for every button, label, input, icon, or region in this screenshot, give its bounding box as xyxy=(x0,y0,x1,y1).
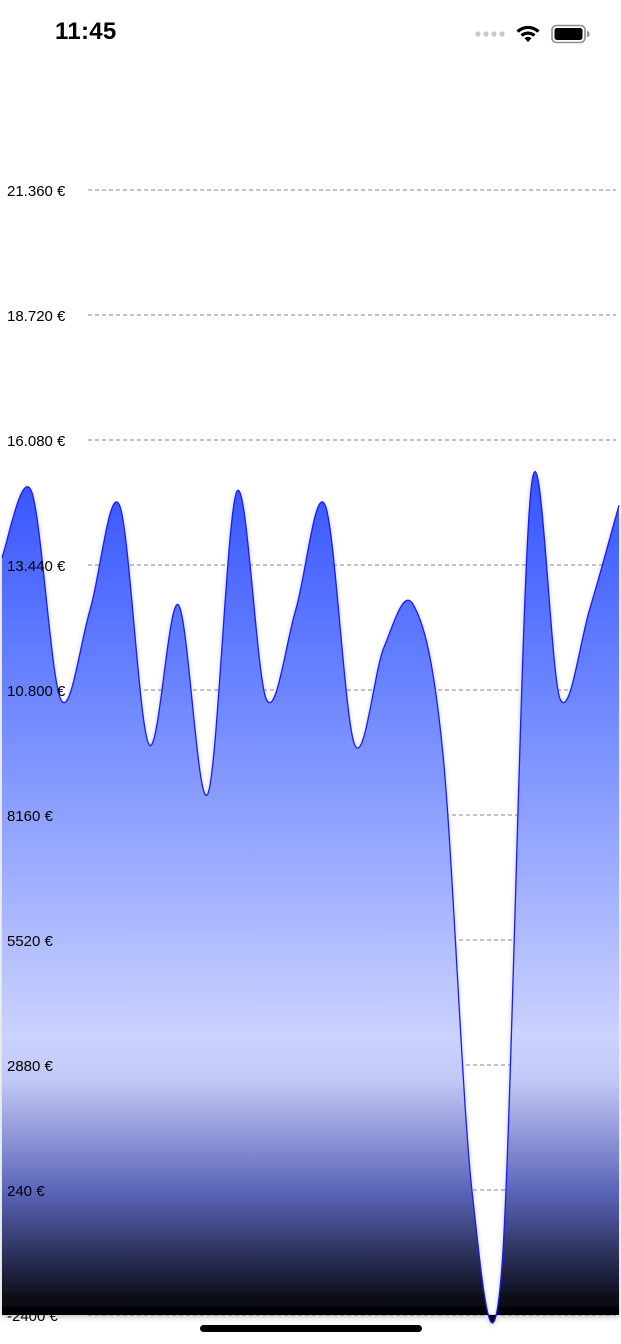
y-tick-label: 18.720 € xyxy=(7,308,66,325)
y-tick-label: -2400 € xyxy=(7,1308,59,1325)
wifi-icon xyxy=(516,25,540,42)
y-tick-label: 5520 € xyxy=(7,933,54,950)
status-icons xyxy=(475,22,591,46)
y-tick-label: 13.440 € xyxy=(7,558,66,575)
y-tick-label: 2880 € xyxy=(7,1058,54,1075)
home-indicator[interactable] xyxy=(200,1325,422,1332)
area-fill xyxy=(2,471,619,1323)
status-bar: 11:45 xyxy=(0,0,621,70)
battery-icon xyxy=(551,24,590,44)
y-tick-label: 16.080 € xyxy=(7,433,66,450)
y-tick-label: 8160 € xyxy=(7,808,54,825)
signal-dots-icon xyxy=(475,31,505,37)
y-tick-label: 240 € xyxy=(7,1183,45,1200)
status-time: 11:45 xyxy=(55,18,117,45)
y-tick-label: 21.360 € xyxy=(7,183,66,200)
area-series xyxy=(1,470,620,1324)
y-tick-label: 10.800 € xyxy=(7,683,66,700)
series-line xyxy=(1,470,620,1324)
y-axis-labels: 21.360 € 18.720 € 16.080 € 13.440 € 10.800 €… xyxy=(7,183,66,1325)
